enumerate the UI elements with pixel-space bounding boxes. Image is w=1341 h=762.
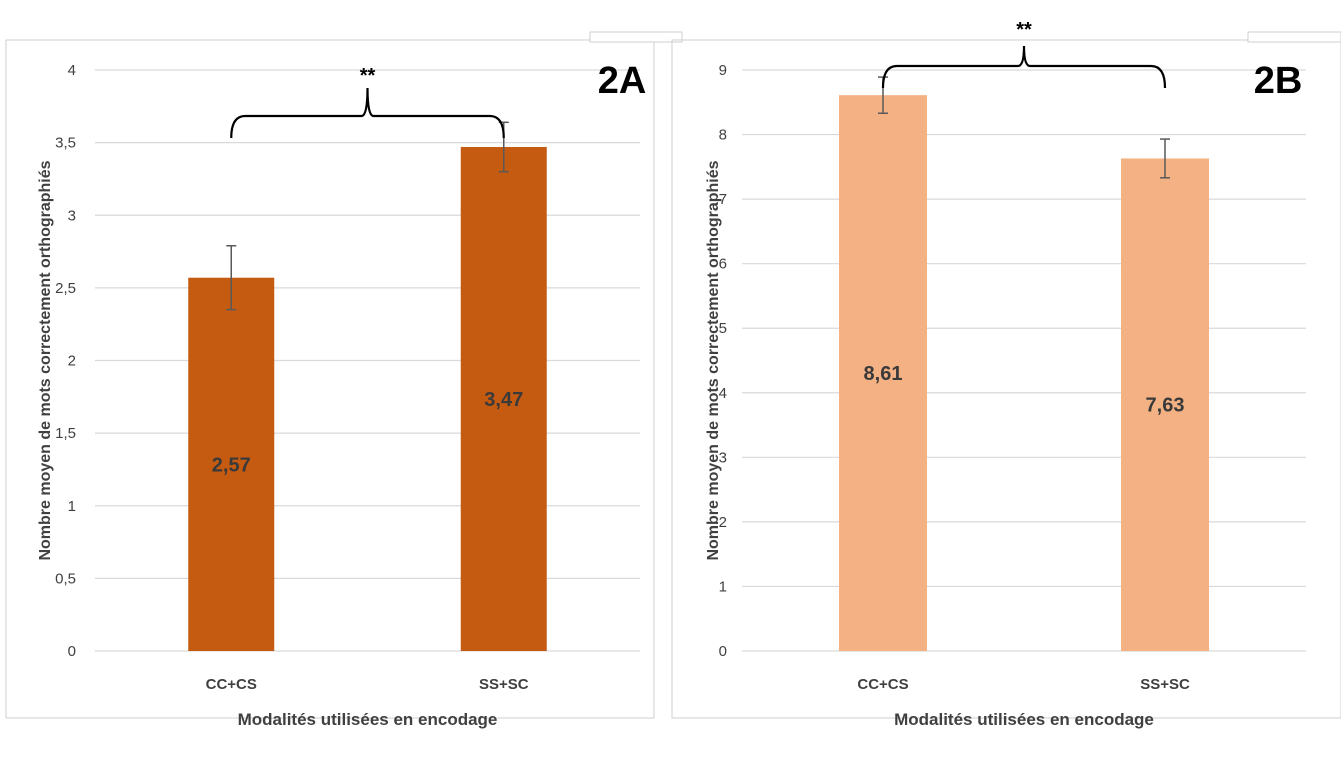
bar-cc-cs [839, 95, 927, 652]
x-axis-title: Modalités utilisées en encodage [238, 710, 498, 729]
y-tick-label: 0 [719, 643, 727, 660]
y-tick-label: 0 [68, 643, 76, 660]
y-tick-label: 2 [68, 353, 76, 370]
y-tick-label: 2 [719, 514, 727, 531]
data-label: 8,61 [864, 363, 903, 385]
y-tick-label: 4 [68, 62, 76, 79]
y-tick-label: 3,5 [55, 135, 76, 152]
y-tick-label: 3 [68, 207, 76, 224]
x-tick-label: SS+SC [479, 676, 529, 693]
y-tick-label: 3 [719, 449, 727, 466]
x-axis-title: Modalités utilisées en encodage [894, 710, 1154, 729]
y-tick-label: 1 [68, 498, 76, 515]
panel-frame [671, 39, 1341, 719]
y-tick-label: 5 [719, 320, 727, 337]
y-tick-label: 1,5 [55, 425, 76, 442]
y-tick-label: 7 [719, 191, 727, 208]
bar-cc-cs [188, 277, 275, 651]
y-tick-label: 9 [719, 62, 727, 79]
data-label: 2,57 [212, 454, 251, 476]
chart-panel-2a: 0 0,5 1 1,5 2 2,5 3 3,5 4 2,57 CC+CS 3,47 SS+SC ** 2A M… [5, 31, 683, 729]
x-tick-label: CC+CS [206, 676, 257, 693]
panel-tab [1247, 31, 1341, 43]
significance-brace [230, 87, 505, 139]
bar-ss-sc [460, 146, 547, 652]
panel-label: 2B [1254, 60, 1303, 102]
x-tick-label: SS+SC [1140, 676, 1190, 693]
chart-panel-2b: 0 1 2 3 4 5 6 7 8 9 8,61 CC+CS 7,63 SS+SC ** 2B Modalité… [671, 19, 1341, 729]
significance-brace [881, 45, 1167, 89]
panel-frame [5, 39, 655, 719]
y-tick-label: 4 [719, 385, 727, 402]
y-axis-title: Nombre moyen de mots correctement orthog… [705, 160, 722, 560]
y-tick-label: 1 [719, 578, 727, 595]
significance-marker: ** [360, 65, 376, 87]
data-label: 3,47 [484, 389, 523, 411]
panel-label: 2A [598, 60, 647, 102]
x-tick-label: CC+CS [857, 676, 908, 693]
y-tick-label: 0,5 [55, 570, 76, 587]
bar-ss-sc [1121, 158, 1209, 652]
y-tick-label: 2,5 [55, 280, 76, 297]
panel-tab [589, 31, 683, 43]
significance-marker: ** [1016, 19, 1032, 41]
data-label: 7,63 [1146, 395, 1185, 417]
y-tick-label: 8 [719, 127, 727, 144]
y-axis-title: Nombre moyen de mots correctement orthog… [37, 160, 54, 560]
y-tick-label: 6 [719, 256, 727, 273]
